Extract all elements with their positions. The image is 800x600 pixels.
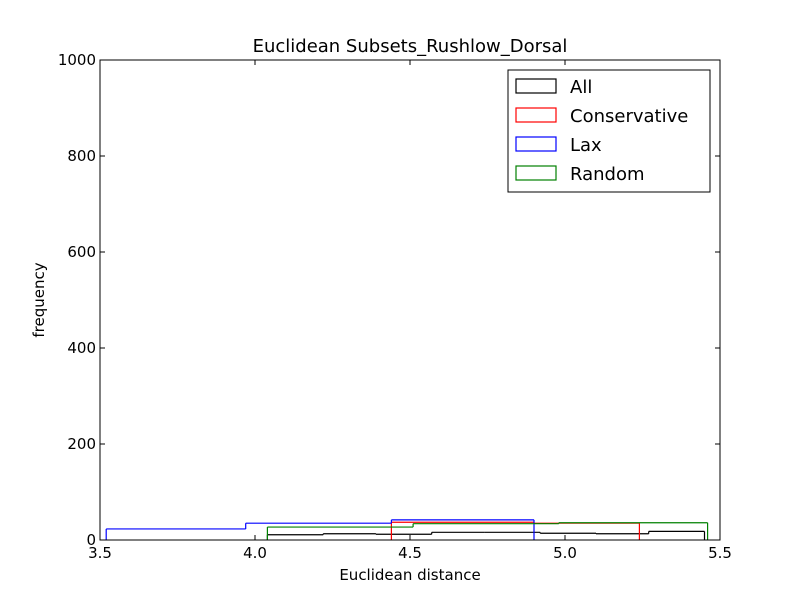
series-conservative [390, 521, 641, 540]
x-tick-label: 4.5 [398, 544, 422, 562]
series-random [266, 522, 709, 540]
y-tick-label: 200 [67, 435, 96, 453]
x-tick-label: 4.0 [243, 544, 267, 562]
legend-label-lax: Lax [570, 135, 602, 156]
legend-swatch-random [515, 165, 557, 181]
legend: All Conservative Lax Random [507, 69, 711, 193]
axes: 3.5 4.0 4.5 5.0 5.5 0 200 400 600 800 1000 [58, 51, 732, 562]
y-tick-label: 1000 [58, 51, 96, 69]
x-tick-label: 3.5 [88, 544, 112, 562]
x-tick-label: 5.0 [553, 544, 577, 562]
legend-swatch-all [515, 78, 557, 94]
y-tick-label: 0 [86, 531, 96, 549]
legend-swatch-conservative [515, 107, 557, 123]
x-axis-label: Euclidean distance [339, 566, 480, 584]
legend-swatch-lax [515, 136, 557, 152]
plot-area [105, 519, 709, 540]
x-tick-label: 5.5 [708, 544, 732, 562]
y-tick-label: 800 [67, 147, 96, 165]
legend-label-conservative: Conservative [570, 106, 688, 127]
series-lax [105, 519, 535, 540]
y-axis-label: frequency [30, 262, 48, 337]
y-tick-label: 600 [67, 243, 96, 261]
legend-box [507, 69, 711, 193]
y-tick-label: 400 [67, 339, 96, 357]
legend-label-all: All [570, 77, 592, 98]
legend-label-random: Random [570, 164, 645, 185]
chart-title: Euclidean Subsets_Rushlow_Dorsal [253, 36, 568, 57]
